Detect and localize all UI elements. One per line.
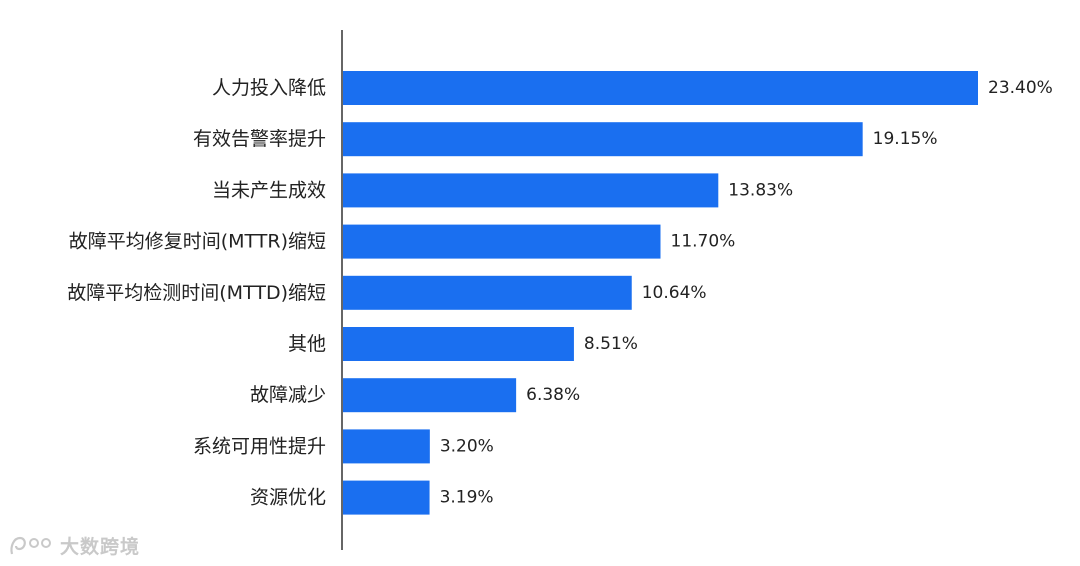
value-label: 3.19% bbox=[440, 488, 494, 508]
category-label: 故障平均检测时间(MTTD)缩短 bbox=[67, 282, 326, 304]
value-label: 3.20% bbox=[440, 436, 494, 456]
bar bbox=[343, 71, 978, 105]
value-label: 13.83% bbox=[728, 180, 793, 200]
bar bbox=[343, 480, 430, 515]
bar bbox=[343, 122, 863, 157]
watermark-text: 大数跨境 bbox=[60, 535, 141, 558]
category-label: 当未产生成效 bbox=[212, 179, 326, 201]
dashuju-logo-icon bbox=[10, 536, 51, 555]
bar bbox=[343, 378, 517, 413]
category-label: 故障减少 bbox=[250, 384, 326, 406]
category-label: 其他 bbox=[288, 333, 326, 355]
value-label: 19.15% bbox=[873, 129, 938, 149]
value-label: 10.64% bbox=[642, 283, 707, 303]
bar bbox=[343, 429, 430, 464]
category-label: 故障平均修复时间(MTTR)缩短 bbox=[69, 231, 326, 253]
watermark: 大数跨境 bbox=[8, 530, 140, 560]
value-label: 6.38% bbox=[526, 385, 580, 405]
category-label: 人力投入降低 bbox=[212, 77, 326, 99]
bar bbox=[343, 224, 661, 259]
category-label: 系统可用性提升 bbox=[193, 435, 326, 457]
bar bbox=[343, 275, 632, 310]
category-label: 有效告警率提升 bbox=[193, 128, 326, 150]
bar bbox=[343, 173, 719, 208]
category-label: 资源优化 bbox=[250, 487, 326, 509]
value-label: 11.70% bbox=[671, 232, 736, 252]
value-label: 23.40% bbox=[988, 78, 1053, 98]
bar bbox=[343, 327, 574, 361]
value-label: 8.51% bbox=[584, 334, 638, 354]
